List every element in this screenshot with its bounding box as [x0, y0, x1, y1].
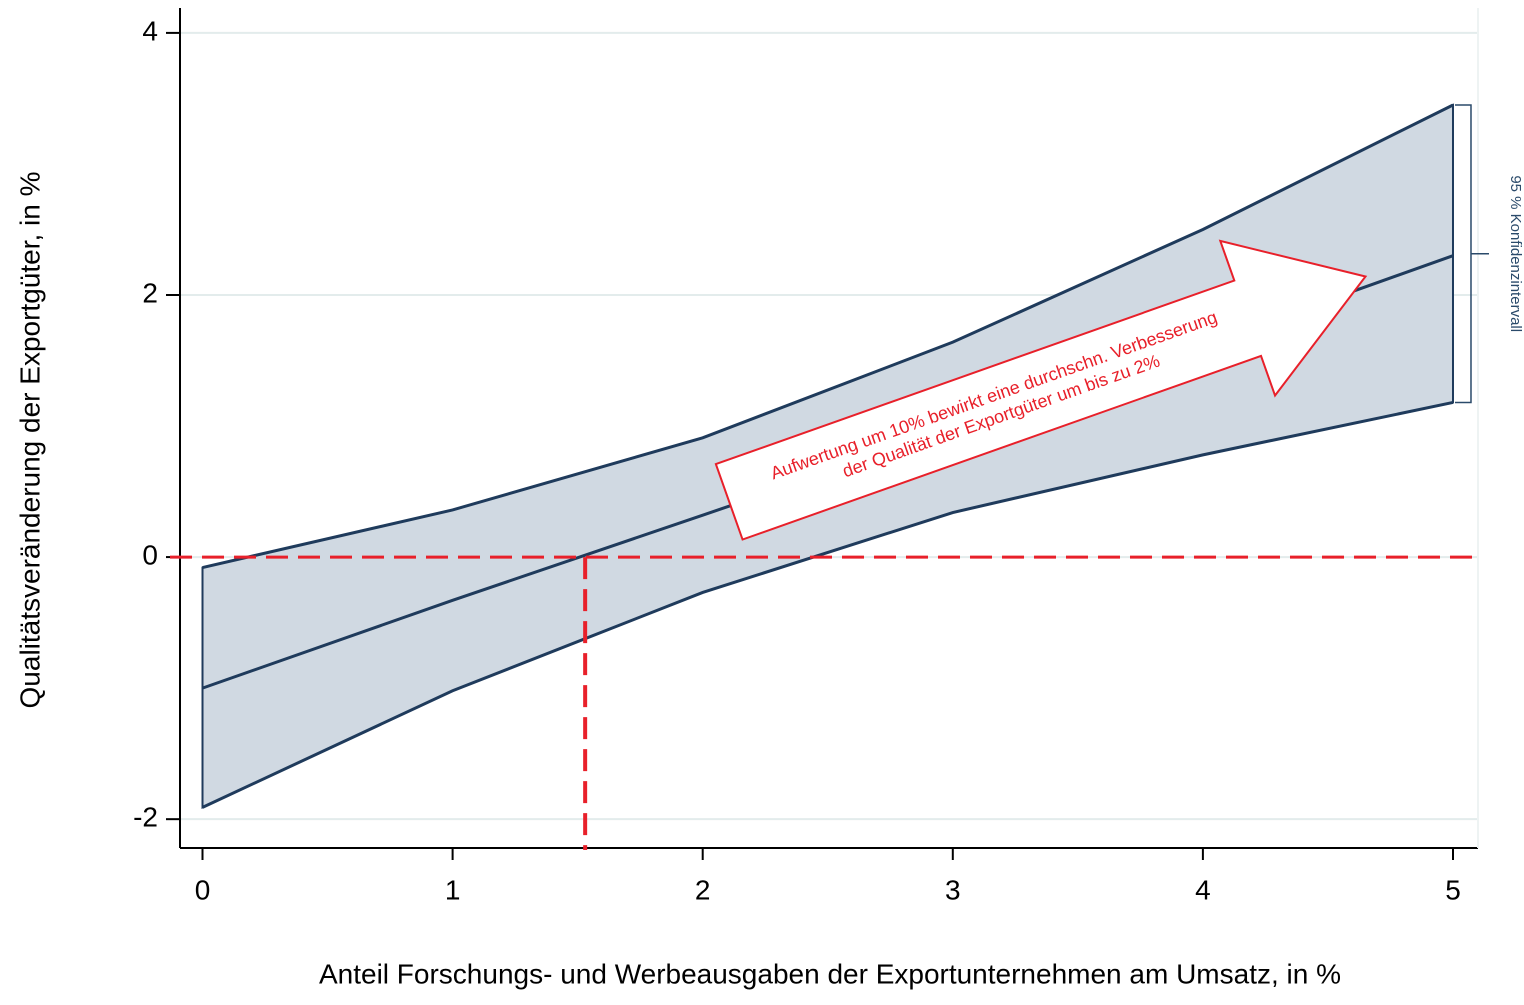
x-tick-label: 5 [1445, 874, 1461, 905]
band-label: 95 % Konfidenzintervall [1507, 175, 1524, 332]
x-tick-label: 0 [195, 874, 211, 905]
lower-bound [201, 400, 1454, 809]
upper-bound [202, 103, 1454, 570]
x-axis-label: Anteil Forschungs- und Werbeausgaben der… [319, 958, 1341, 989]
y-axis-label: Qualitätsveränderung der Exportgüter, in… [14, 172, 45, 709]
y-tick-label: 4 [142, 15, 158, 46]
band-bracket [1454, 104, 1472, 404]
y-tick-label: 0 [142, 539, 158, 570]
x-tick-label: 2 [695, 874, 711, 905]
arrow-shape [714, 239, 1368, 541]
y-tick-label: 2 [142, 277, 158, 308]
x-tick-label: 4 [1195, 874, 1211, 905]
y-tick-label: -2 [133, 802, 158, 833]
x-tick-label: 3 [945, 874, 961, 905]
x-tick-label: 1 [445, 874, 461, 905]
